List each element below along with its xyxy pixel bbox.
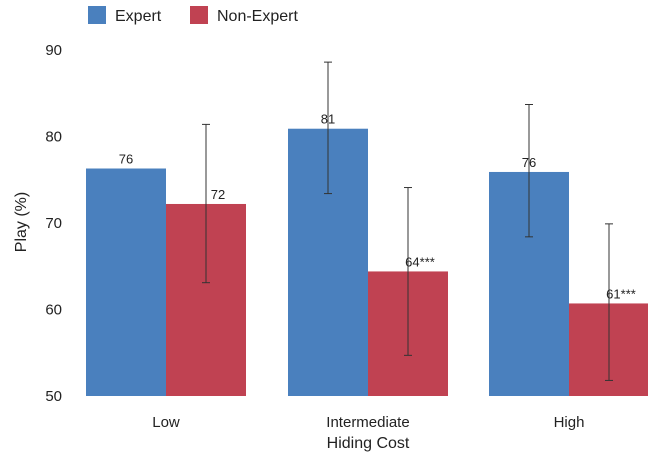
y-axis: 50 60 70 80 90 [45,42,62,405]
error-bars [202,61,613,381]
bar-expert-low [86,168,166,396]
legend: Expert Non-Expert [88,6,298,25]
y-axis-title: Play (%) [13,192,30,252]
data-label: 64*** [405,254,435,269]
y-tick-label: 60 [45,302,62,319]
x-tick-label: Low [152,414,180,431]
bars [86,128,648,396]
legend-swatch [190,6,208,24]
data-label: 81 [321,112,335,127]
x-axis-title: Hiding Cost [327,435,410,452]
legend-label: Expert [115,8,162,25]
legend-label: Non-Expert [217,8,298,25]
data-label: 76 [522,155,536,170]
legend-swatch [88,6,106,24]
y-tick-label: 70 [45,215,62,232]
y-tick-label: 80 [45,129,62,146]
data-label: 72 [211,187,225,202]
data-labels: 76 81 76 72 64*** 61*** [119,112,636,302]
x-tick-label: High [554,414,585,431]
data-label: 61*** [606,286,636,301]
data-label: 76 [119,152,133,167]
y-tick-label: 50 [45,388,62,405]
y-tick-label: 90 [45,42,62,59]
x-axis: Low Intermediate High [152,414,584,431]
x-tick-label: Intermediate [326,414,409,431]
